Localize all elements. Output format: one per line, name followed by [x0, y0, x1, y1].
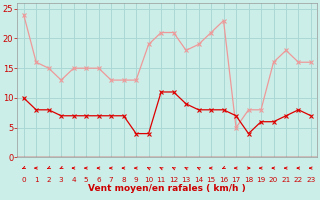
X-axis label: Vent moyen/en rafales ( km/h ): Vent moyen/en rafales ( km/h ): [88, 184, 246, 193]
